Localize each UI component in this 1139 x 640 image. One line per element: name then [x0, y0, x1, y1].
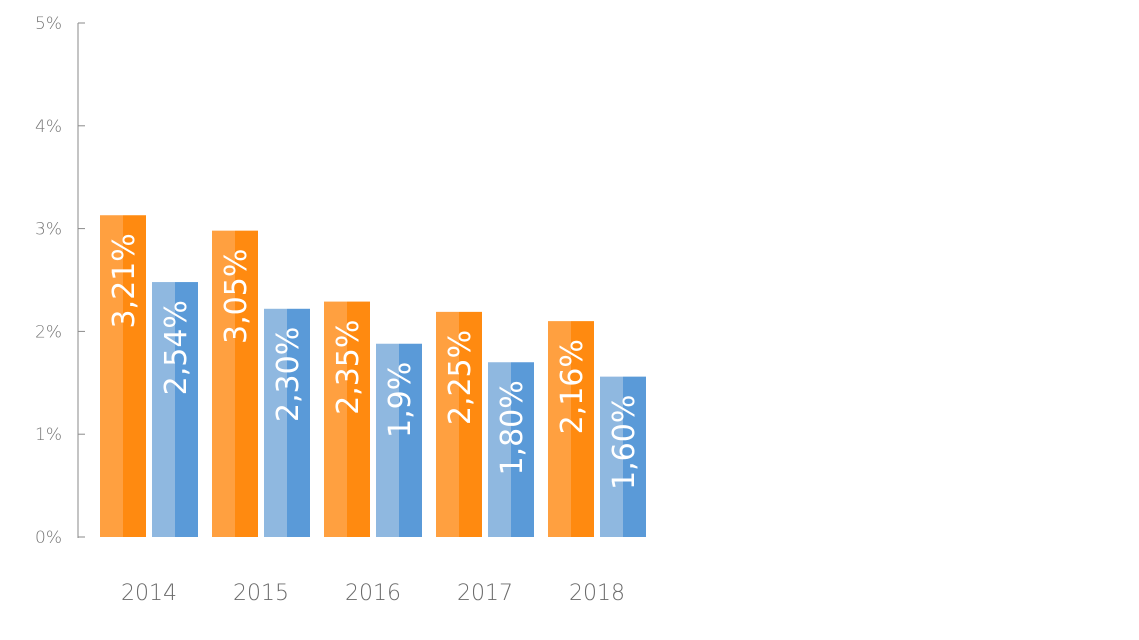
bar-series-1-2015 [212, 230, 258, 537]
data-label-series-1-2017: 2,25% [443, 330, 478, 425]
data-label-series-1-2014: 3,21% [107, 233, 142, 328]
y-tick-label: 4% [35, 117, 62, 137]
bar-light-half [264, 308, 287, 537]
data-label-series-2-2018: 1,60% [607, 395, 642, 490]
y-tick-label: 2% [35, 322, 62, 342]
data-label-series-2-2017: 1,80% [495, 380, 530, 475]
y-tick-label: 3% [35, 220, 62, 240]
bar-light-half [100, 215, 123, 537]
bar-light-half [324, 301, 347, 537]
bar-light-half [212, 230, 235, 537]
x-category-label: 2017 [457, 581, 513, 606]
bar-series-1-2018 [548, 321, 594, 537]
bar-dark-half [459, 311, 482, 537]
bar-dark-half [123, 215, 146, 537]
bar-series-1-2014 [100, 215, 146, 537]
bar-dark-half [235, 230, 258, 537]
x-category-label: 2014 [121, 581, 177, 606]
bar-dark-half [511, 362, 534, 537]
bar-dark-half [399, 343, 422, 537]
bar-dark-half [347, 301, 370, 537]
x-labels: 2014 2015 2016 2017 2018 [121, 581, 625, 606]
bar-light-half [376, 343, 399, 537]
y-tick-label: 1% [35, 425, 62, 445]
x-category-label: 2016 [345, 581, 401, 606]
data-label-series-1-2016: 2,35% [331, 320, 366, 415]
x-category-label: 2015 [233, 581, 289, 606]
bar-light-half [436, 311, 459, 537]
y-ticks: 0% 1% 2% 3% 4% 5% [35, 14, 85, 548]
x-category-label: 2018 [569, 581, 625, 606]
bar-series-1-2016 [324, 301, 370, 537]
data-label-series-2-2015: 2,30% [271, 327, 306, 422]
bar-series-2-2016 [376, 343, 422, 537]
y-tick-label: 0% [35, 528, 62, 548]
data-label-series-2-2016: 1,9% [383, 362, 418, 438]
bars [100, 215, 646, 537]
bar-light-half [152, 282, 175, 537]
data-labels: 3,21% 2,54% 3,05% 2,30% 2,35% 1,9% 2,25% 1,80% 2… [107, 233, 642, 490]
bar-series-2-2018 [600, 376, 646, 537]
bar-dark-half [623, 376, 646, 537]
data-label-series-1-2018: 2,16% [555, 339, 590, 434]
bar-dark-half [287, 308, 310, 537]
bar-light-half [600, 376, 623, 537]
bar-series-2-2015 [264, 308, 310, 537]
bar-series-2-2017 [488, 362, 534, 537]
bar-light-half [548, 321, 571, 537]
bar-dark-half [175, 282, 198, 537]
data-label-series-2-2014: 2,54% [159, 300, 194, 395]
bar-series-1-2017 [436, 311, 482, 537]
y-tick-label: 5% [35, 14, 62, 34]
data-label-series-1-2015: 3,05% [219, 249, 254, 344]
bar-dark-half [571, 321, 594, 537]
bar-light-half [488, 362, 511, 537]
bar-series-2-2014 [152, 282, 198, 537]
